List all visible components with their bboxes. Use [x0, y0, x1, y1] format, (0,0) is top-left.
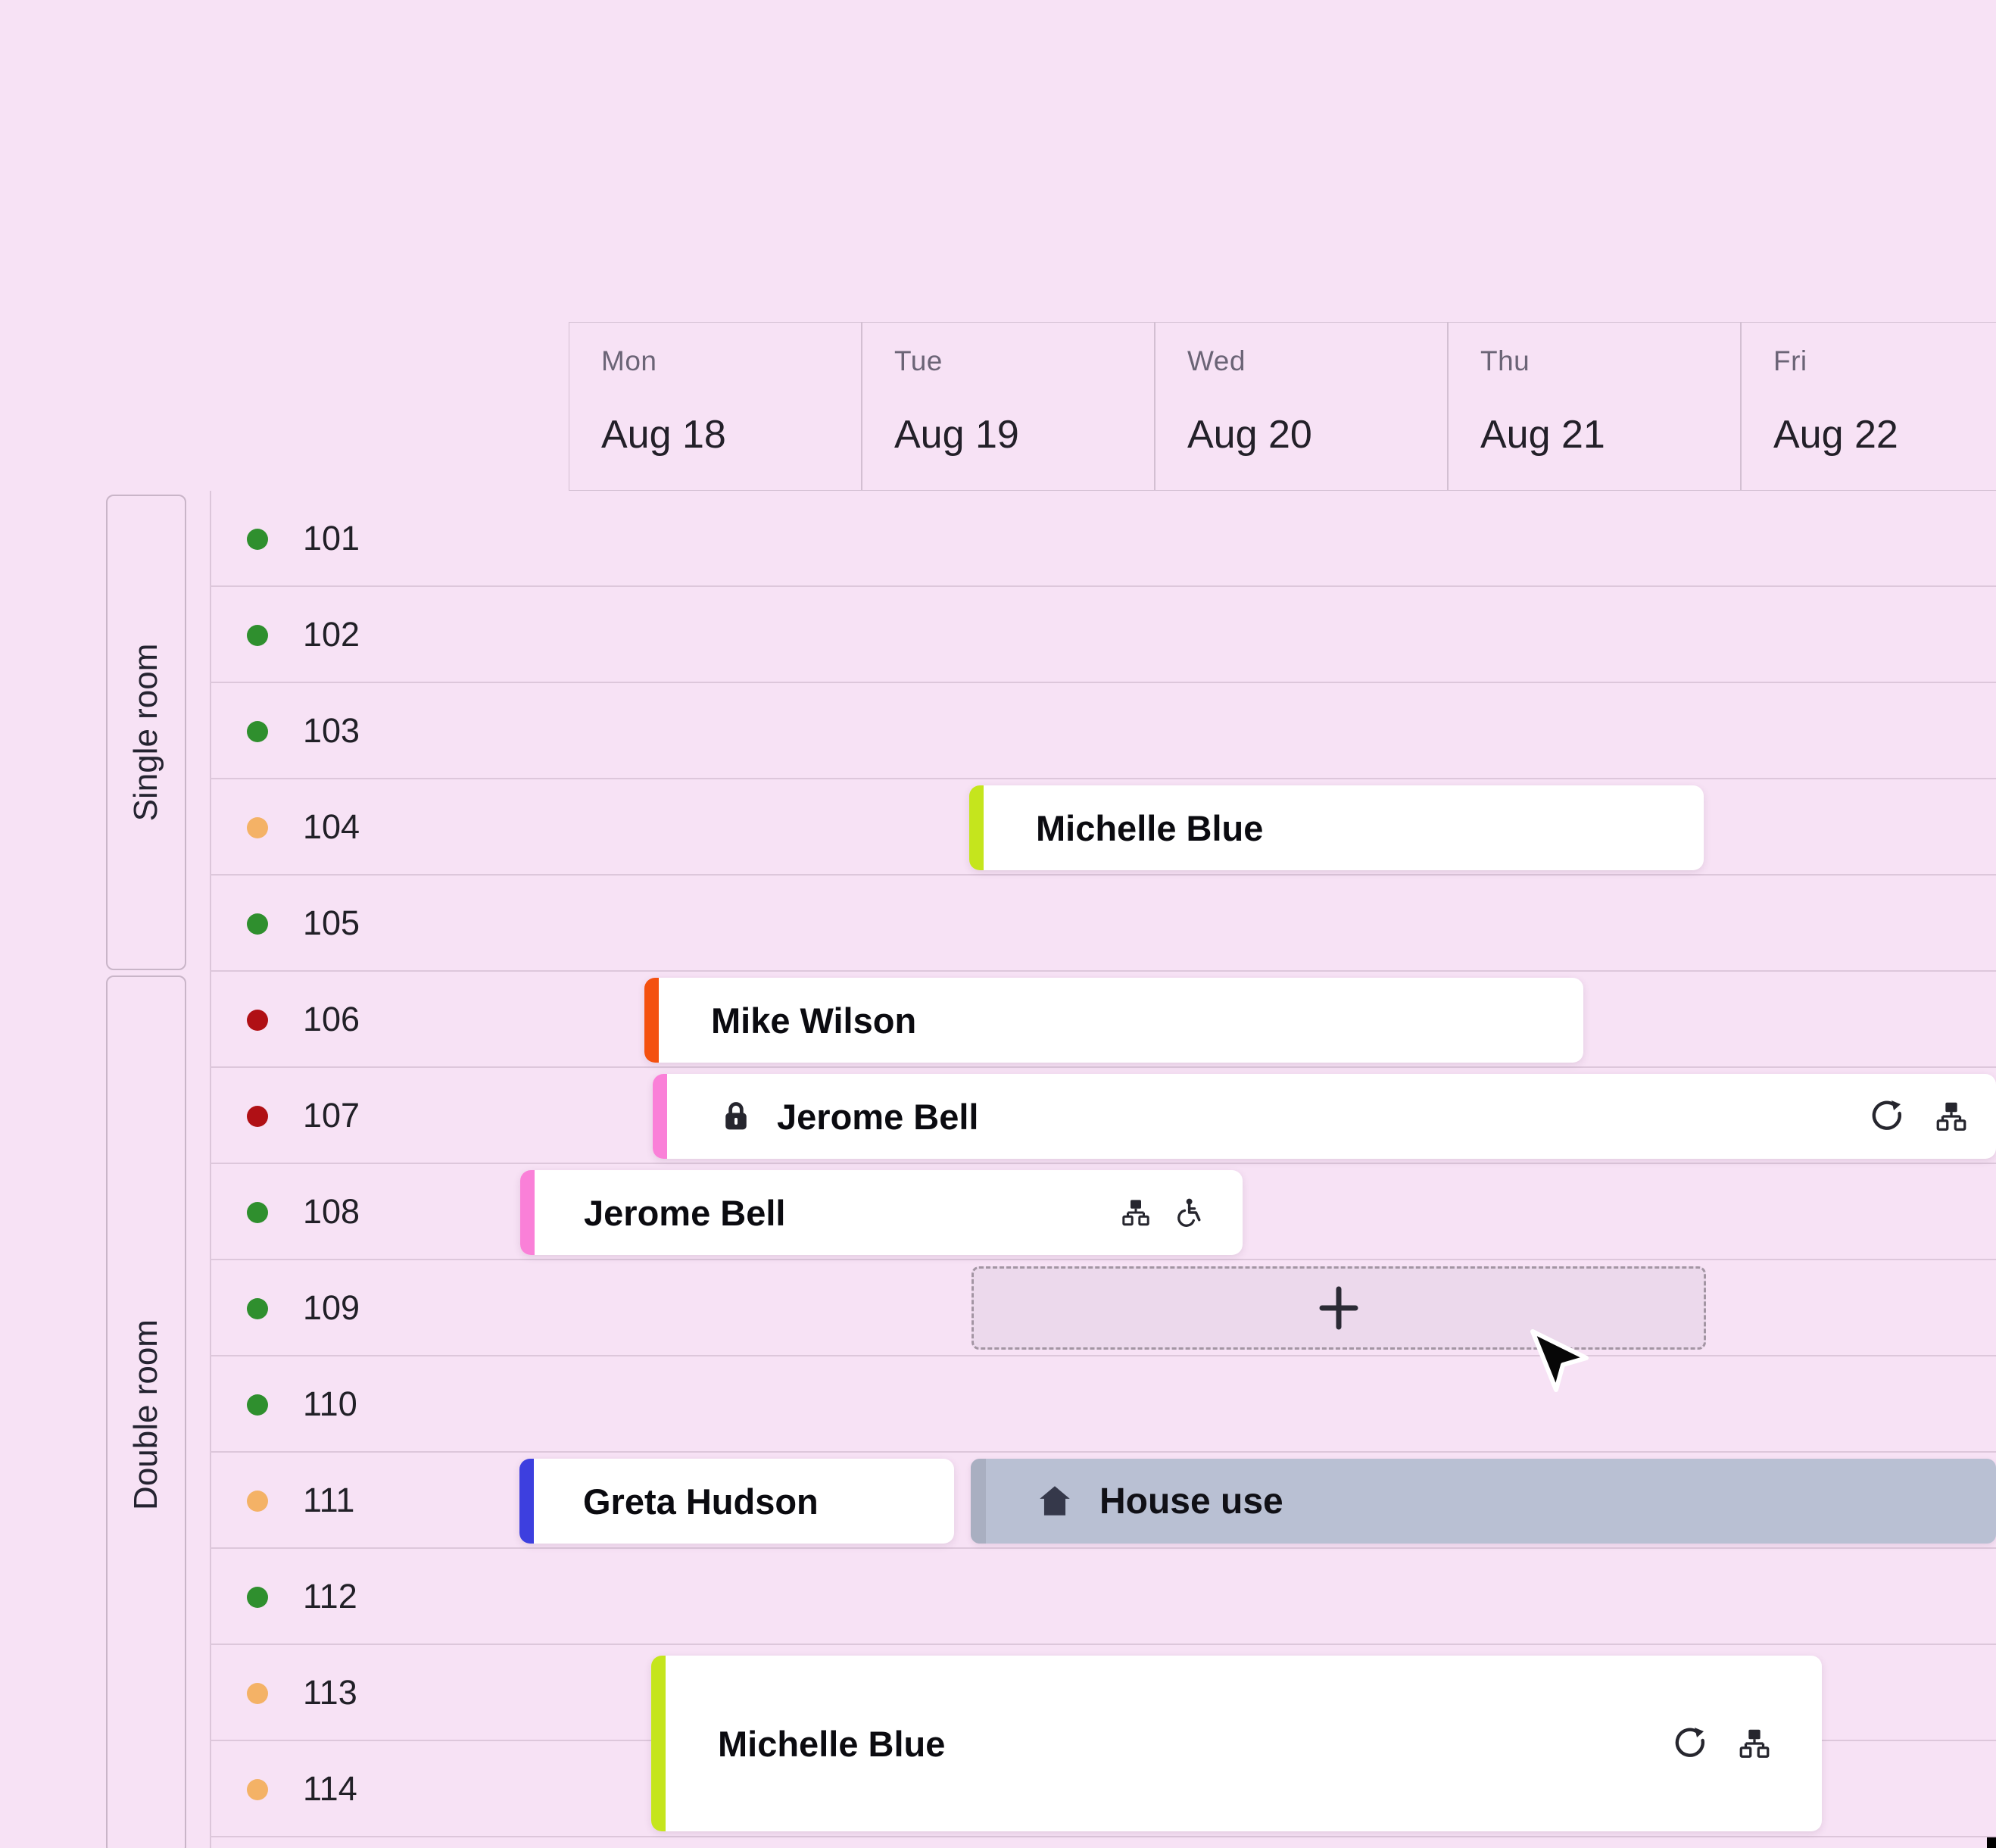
room-status-dot: [247, 1683, 268, 1704]
room-number: 110: [303, 1384, 357, 1423]
block-edge-stripe: [971, 1459, 986, 1544]
day-header-fri: Fri Aug 22: [1741, 322, 1996, 491]
room-number: 105: [303, 904, 360, 942]
room-row-109: 109: [210, 1260, 1996, 1356]
day-name: Mon: [601, 345, 657, 376]
corner-mark: [1987, 1837, 1996, 1848]
reservation-bar-jerome-bell-108[interactable]: Jerome Bell: [520, 1170, 1243, 1255]
guest-name: Jerome Bell: [584, 1192, 786, 1233]
room-status-dot: [247, 721, 268, 742]
room-status-dot: [247, 817, 268, 838]
day-date: Aug 20: [1187, 413, 1312, 457]
day-header-wed: Wed Aug 20: [1155, 322, 1448, 491]
room-number: 114: [303, 1769, 357, 1808]
day-name: Tue: [894, 345, 943, 376]
sitemap-icon: [1934, 1099, 1969, 1134]
reservation-accent-stripe: [644, 978, 659, 1063]
room-group-double: Double room: [106, 976, 186, 1848]
room-row-102: 102: [210, 587, 1996, 683]
room-group-single: Single room: [106, 495, 186, 970]
day-date: Aug 22: [1773, 413, 1898, 457]
group-label: Double room: [127, 1319, 164, 1510]
room-number: 108: [303, 1192, 360, 1231]
group-label: Single room: [127, 643, 164, 822]
reservation-accent-stripe: [520, 1170, 535, 1255]
reservation-bar-michelle-blue-104[interactable]: Michelle Blue: [969, 785, 1704, 870]
guest-name: Mike Wilson: [711, 1000, 917, 1041]
room-row-104: 104: [210, 779, 1996, 876]
reservation-bar-greta-hudson-111[interactable]: Greta Hudson: [519, 1459, 954, 1544]
room-number: 112: [303, 1577, 357, 1615]
reservation-accent-stripe: [519, 1459, 534, 1544]
room-status-dot: [247, 1779, 268, 1800]
reservation-bar-mike-wilson-106[interactable]: Mike Wilson: [644, 978, 1583, 1063]
room-row-108: 108: [210, 1164, 1996, 1260]
room-status-dot: [247, 1394, 268, 1416]
reservation-accent-stripe: [651, 1656, 666, 1831]
day-date: Aug 19: [894, 413, 1019, 457]
room-number: 101: [303, 519, 360, 557]
reservation-accent-stripe: [653, 1074, 667, 1159]
guest-name: Greta Hudson: [583, 1481, 819, 1522]
day-date: Aug 18: [601, 413, 726, 457]
room-number: 109: [303, 1288, 360, 1327]
room-number: 103: [303, 711, 360, 750]
day-header-thu: Thu Aug 21: [1448, 322, 1741, 491]
sitemap-icon: [1120, 1197, 1152, 1228]
room-number: 111: [303, 1481, 355, 1519]
reservation-bar-jerome-bell-107[interactable]: Jerome Bell: [653, 1074, 1996, 1159]
house-icon: [1036, 1482, 1074, 1520]
room-status-dot: [247, 529, 268, 550]
house-use-block-111[interactable]: House use: [971, 1459, 1996, 1544]
guest-name: Michelle Blue: [718, 1723, 946, 1764]
wheelchair-icon: [1171, 1197, 1203, 1228]
room-row-103: 103: [210, 683, 1996, 779]
guest-name: Jerome Bell: [777, 1096, 979, 1137]
day-name: Fri: [1773, 345, 1807, 376]
room-row-107: 107: [210, 1068, 1996, 1164]
room-status-dot: [247, 625, 268, 646]
room-status-dot: [247, 1298, 268, 1319]
room-status-dot: [247, 1491, 268, 1512]
room-row-112: 112: [210, 1549, 1996, 1645]
refresh-icon: [1672, 1725, 1708, 1762]
room-status-dot: [247, 913, 268, 935]
grid-left-border: [210, 491, 211, 1848]
day-header-tue: Tue Aug 19: [862, 322, 1155, 491]
room-status-dot: [247, 1587, 268, 1608]
room-row-101: 101: [210, 491, 1996, 587]
room-row-111: 111: [210, 1453, 1996, 1549]
room-row-106: 106: [210, 972, 1996, 1068]
lock-icon: [719, 1100, 753, 1133]
room-number: 106: [303, 1000, 360, 1038]
room-status-dot: [247, 1010, 268, 1031]
day-date: Aug 21: [1480, 413, 1605, 457]
refresh-icon: [1869, 1098, 1905, 1135]
block-label: House use: [1099, 1481, 1283, 1522]
room-number: 104: [303, 807, 360, 846]
guest-name: Michelle Blue: [1036, 807, 1264, 848]
room-row-110: 110: [210, 1356, 1996, 1453]
new-reservation-placeholder[interactable]: [971, 1266, 1706, 1350]
reservation-bar-michelle-blue-113-114[interactable]: Michelle Blue: [651, 1656, 1822, 1831]
room-number: 102: [303, 615, 360, 654]
room-row-105: 105: [210, 876, 1996, 972]
room-status-dot: [247, 1106, 268, 1127]
room-number: 113: [303, 1673, 357, 1712]
room-row-114: 114: [210, 1741, 1996, 1837]
reservation-accent-stripe: [969, 785, 984, 870]
plus-icon: [1317, 1286, 1361, 1330]
day-header-mon: Mon Aug 18: [569, 322, 862, 491]
day-name: Wed: [1187, 345, 1246, 376]
room-number: 107: [303, 1096, 360, 1135]
room-status-dot: [247, 1202, 268, 1223]
sitemap-icon: [1737, 1726, 1772, 1761]
day-name: Thu: [1480, 345, 1530, 376]
